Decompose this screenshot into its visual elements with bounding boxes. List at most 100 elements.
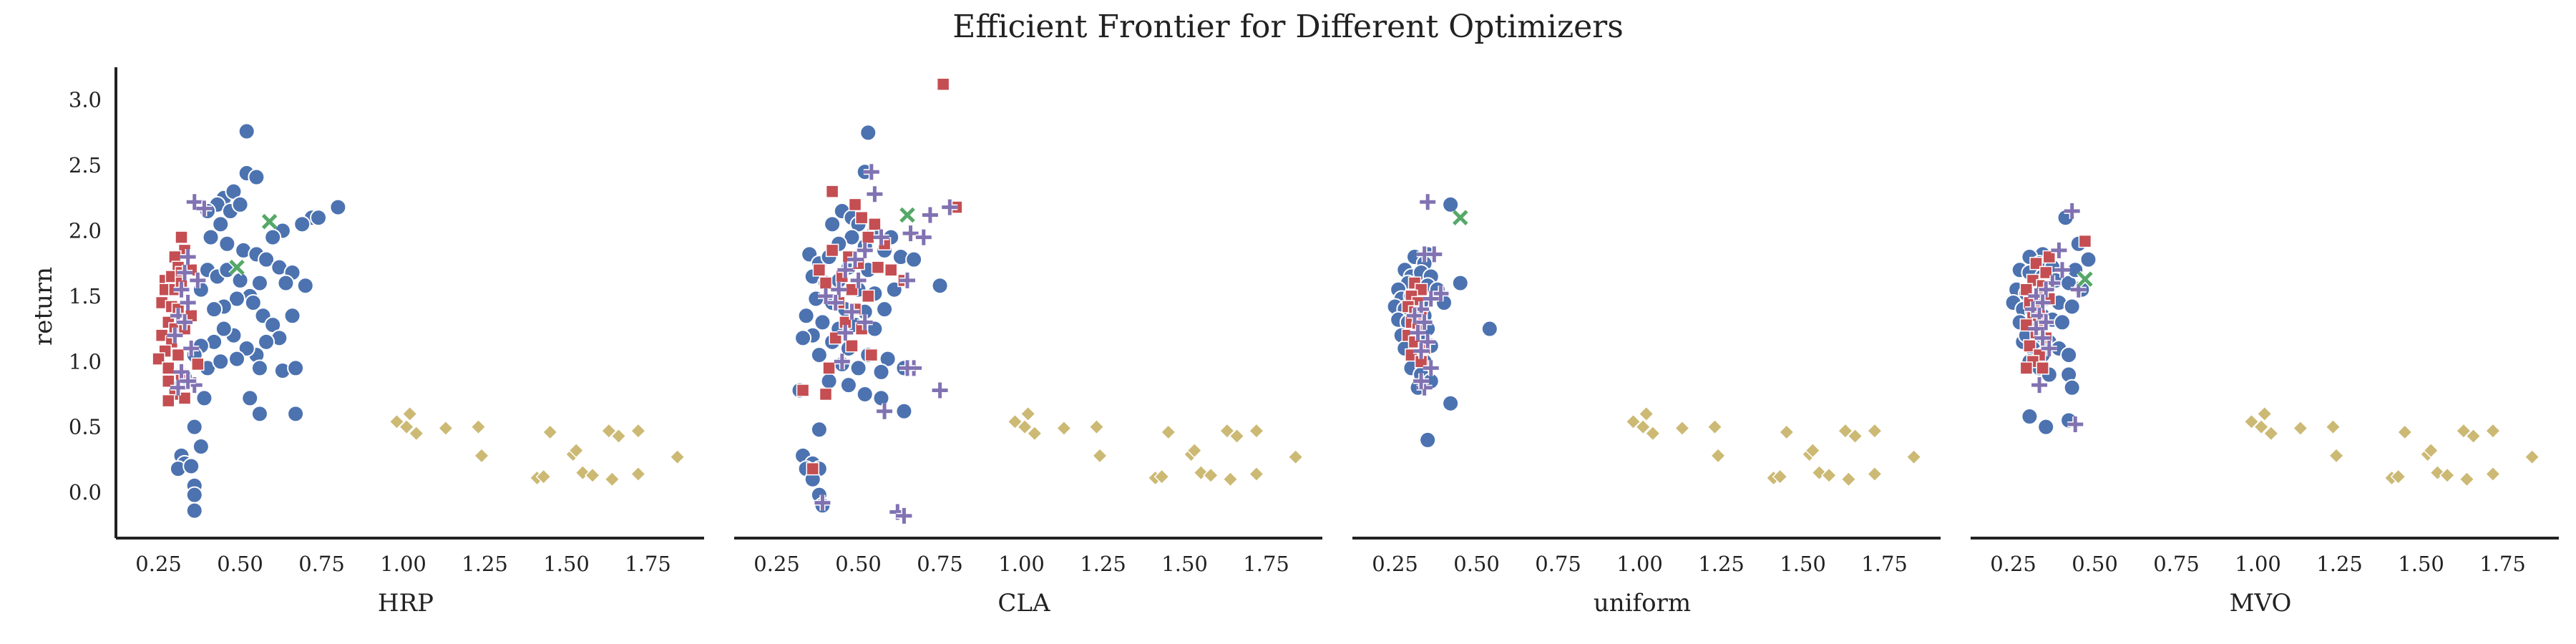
data-point-plus [1420, 333, 1436, 350]
data-point-circle [228, 350, 246, 368]
x-tick-label: 1.00 [998, 552, 1045, 576]
data-point-diamond [542, 424, 558, 441]
data-point-diamond [1229, 428, 1245, 444]
data-point-plus [915, 229, 932, 245]
x-tick-label: 0.25 [1372, 552, 1418, 576]
data-point-diamond [1778, 424, 1795, 441]
y-tick-label: 1.5 [69, 284, 102, 308]
data-point-circle [241, 389, 259, 407]
data-point-circle [2037, 418, 2055, 436]
data-point-diamond [2256, 406, 2273, 422]
y-tick-label: 0.5 [69, 415, 102, 439]
data-point-circle [810, 346, 828, 364]
data-point-diamond [1055, 420, 1072, 436]
data-point-diamond [669, 449, 686, 465]
data-point-diamond [535, 469, 552, 485]
data-point-circle [814, 313, 831, 331]
data-point-square [819, 387, 833, 401]
data-point-square [825, 243, 839, 258]
y-tick-label: 0.0 [69, 480, 102, 504]
data-point-plus [2034, 330, 2051, 346]
data-point-circle [794, 329, 812, 347]
data-point-circle [182, 457, 200, 475]
data-point-diamond [604, 471, 620, 487]
y-axis-label: return [29, 267, 58, 346]
data-point-plus [899, 360, 915, 376]
data-point-diamond [2484, 423, 2501, 439]
data-point-diamond [2396, 424, 2413, 441]
data-point-plus [1413, 343, 1430, 359]
x-tick-label: 1.25 [462, 552, 508, 576]
x-tick-label: 1.50 [2398, 552, 2444, 576]
data-point-circle [2079, 250, 2097, 268]
data-point-plus [1433, 286, 1449, 302]
data-point-x [1453, 210, 1468, 225]
data-point-diamond [1287, 449, 1304, 465]
data-point-diamond [1906, 449, 1922, 465]
x-tick-label: 0.25 [1990, 552, 2036, 576]
data-point-circle [859, 124, 877, 142]
data-point-square [796, 384, 810, 397]
data-point-square [812, 263, 826, 277]
data-point-plus [183, 340, 200, 356]
x-tick-label: 0.75 [298, 552, 345, 576]
data-point-circle [185, 486, 203, 504]
data-point-circle [195, 389, 213, 407]
data-point-diamond [2390, 469, 2406, 485]
data-point-square [175, 230, 188, 244]
data-point-plus [896, 507, 912, 524]
data-point-plus [177, 314, 193, 331]
data-point-circle [329, 198, 347, 216]
data-point-plus [173, 281, 190, 298]
y-tick-label: 1.0 [69, 349, 102, 374]
data-point-square [825, 185, 839, 198]
data-point-diamond [2292, 420, 2308, 436]
data-point-plus [932, 382, 948, 399]
data-point-diamond [1707, 419, 1723, 435]
data-point-plus [1410, 325, 1426, 341]
data-point-circle [824, 215, 841, 233]
data-point-circle [931, 277, 949, 295]
data-point-plus [170, 379, 186, 396]
data-point-plus [873, 229, 889, 245]
data-point-diamond [585, 467, 601, 484]
data-point-square [171, 348, 185, 362]
data-point-plus [2038, 314, 2054, 331]
data-point-plus [827, 295, 844, 311]
data-point-circle [1442, 195, 1460, 213]
data-point-square [848, 197, 862, 212]
data-point-plus [902, 225, 919, 242]
data-point-diamond [1866, 423, 1883, 439]
data-point-diamond [401, 406, 418, 422]
data-point-circle [212, 353, 230, 371]
data-point-square [868, 218, 882, 231]
data-point-plus [2067, 416, 2084, 432]
data-point-plus [857, 242, 873, 258]
x-tick-label: 0.75 [2153, 552, 2200, 576]
data-point-plus [2054, 262, 2070, 278]
x-tick-label: 0.25 [135, 552, 182, 576]
data-point-diamond [437, 420, 454, 436]
data-point-circle [1442, 394, 1460, 412]
data-point-circle [212, 215, 230, 233]
data-point-circle [218, 235, 236, 253]
data-point-circle [250, 405, 268, 423]
data-point-square [806, 462, 820, 476]
data-point-square [191, 357, 205, 371]
data-point-circle [283, 307, 301, 325]
data-point-plus [177, 264, 193, 280]
data-point-plus [831, 281, 847, 298]
data-point-plus [180, 295, 196, 311]
data-point-circle [1480, 320, 1498, 338]
x-tick-label: 0.50 [217, 552, 263, 576]
data-point-circle [287, 359, 305, 377]
x-tick-label: 0.50 [1453, 552, 1500, 576]
data-point-plus [196, 200, 213, 217]
data-point-plus [857, 314, 873, 331]
x-tick-label: 1.25 [1080, 552, 1126, 576]
data-point-plus [180, 249, 196, 265]
data-point-circle [258, 250, 275, 268]
x-tick-label: 1.50 [543, 552, 590, 576]
x-axis-label: uniform [1594, 589, 1691, 618]
